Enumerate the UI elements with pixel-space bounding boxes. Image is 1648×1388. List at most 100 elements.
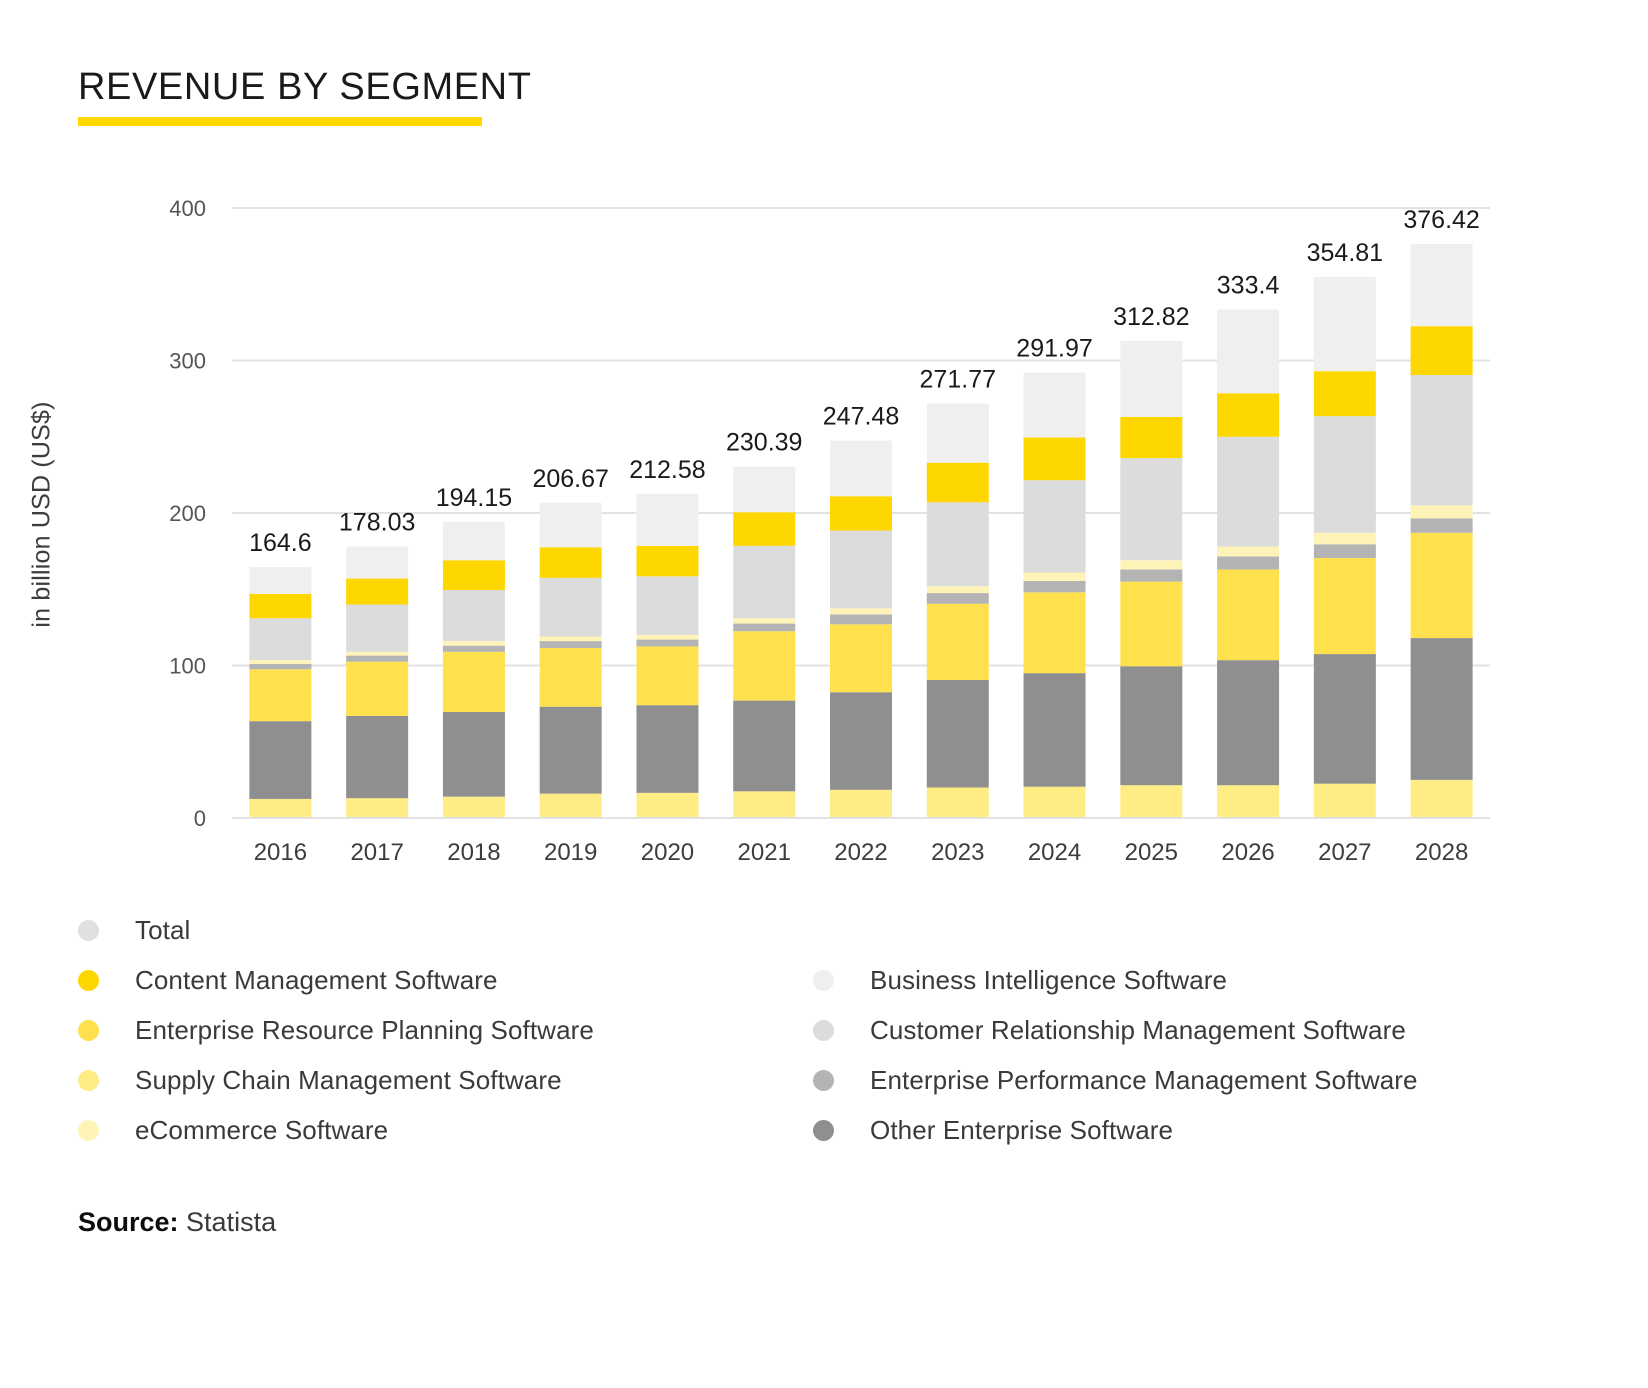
bar-segment[interactable] — [1217, 569, 1280, 661]
bar-segment[interactable] — [1313, 276, 1376, 372]
bar-segment[interactable] — [830, 440, 892, 497]
bar-segment[interactable] — [733, 512, 796, 546]
bar-segment[interactable] — [1023, 437, 1086, 481]
bar-segment[interactable] — [1217, 660, 1280, 786]
bar-segment[interactable] — [830, 608, 892, 615]
bar-segment[interactable] — [1410, 638, 1473, 780]
bar-segment[interactable] — [1023, 572, 1086, 581]
bar-segment[interactable] — [249, 669, 312, 722]
bar-segment[interactable] — [636, 576, 699, 635]
bar-segment[interactable] — [539, 636, 602, 642]
bar-segment[interactable] — [442, 796, 505, 818]
bar-segment[interactable] — [733, 545, 796, 619]
bar-segment[interactable] — [830, 530, 892, 609]
bar-segment[interactable] — [1217, 556, 1280, 570]
bar-segment[interactable] — [636, 545, 699, 577]
bar-segment[interactable] — [249, 663, 312, 670]
bar-segment[interactable] — [346, 715, 409, 799]
bar-segment[interactable] — [1410, 374, 1473, 506]
bar-segment[interactable] — [442, 521, 505, 561]
bar-segment[interactable] — [1120, 581, 1183, 667]
bar-segment[interactable] — [1023, 480, 1086, 573]
bar-segment[interactable] — [636, 635, 699, 640]
bar-segment[interactable] — [249, 660, 312, 664]
bar-segment[interactable] — [830, 624, 892, 693]
bar-segment[interactable] — [1120, 416, 1183, 459]
bar-segment[interactable] — [926, 586, 989, 594]
bar-segment[interactable] — [346, 578, 409, 605]
bar-segment[interactable] — [442, 651, 505, 713]
bar-segment[interactable] — [249, 566, 312, 594]
legend-item[interactable]: Customer Relationship Management Softwar… — [813, 1005, 1418, 1055]
bar-segment[interactable] — [926, 403, 989, 463]
bar-segment[interactable] — [926, 603, 989, 680]
bar-segment[interactable] — [733, 623, 796, 632]
bar-segment[interactable] — [1120, 666, 1183, 786]
bar-segment[interactable] — [830, 496, 892, 531]
legend-item[interactable]: Business Intelligence Software — [813, 955, 1418, 1005]
bar-segment[interactable] — [1120, 785, 1183, 818]
bar-segment[interactable] — [539, 647, 602, 707]
bar-segment[interactable] — [249, 593, 312, 619]
bar-segment[interactable] — [830, 789, 892, 818]
bar-segment[interactable] — [1313, 544, 1376, 558]
bar-segment[interactable] — [442, 645, 505, 652]
bar-segment[interactable] — [1120, 340, 1183, 417]
bar-segment[interactable] — [442, 641, 505, 646]
bar-segment[interactable] — [1217, 785, 1280, 818]
bar-segment[interactable] — [926, 679, 989, 788]
legend-item[interactable]: Content Management Software — [78, 955, 594, 1005]
bar-segment[interactable] — [346, 661, 409, 716]
bar-segment[interactable] — [926, 462, 989, 503]
bar-segment[interactable] — [1313, 557, 1376, 655]
bar-segment[interactable] — [1023, 580, 1086, 593]
bar-segment[interactable] — [733, 791, 796, 818]
bar-segment[interactable] — [442, 712, 505, 797]
bar-segment[interactable] — [733, 631, 796, 701]
bar-segment[interactable] — [926, 787, 989, 819]
bar-segment[interactable] — [346, 798, 409, 818]
bar-segment[interactable] — [1313, 416, 1376, 533]
bar-segment[interactable] — [1313, 371, 1376, 417]
bar-segment[interactable] — [830, 692, 892, 790]
legend-item[interactable]: eCommerce Software — [78, 1105, 594, 1155]
bar-segment[interactable] — [636, 792, 699, 818]
bar-segment[interactable] — [1023, 673, 1086, 787]
bar-segment[interactable] — [1217, 393, 1280, 437]
legend-item[interactable]: Supply Chain Management Software — [78, 1055, 594, 1105]
bar-segment[interactable] — [1217, 309, 1280, 394]
bar-segment[interactable] — [1023, 372, 1086, 438]
bar-segment[interactable] — [926, 593, 989, 604]
bar-segment[interactable] — [1410, 779, 1473, 818]
bar-segment[interactable] — [346, 655, 409, 662]
bar-segment[interactable] — [442, 560, 505, 591]
bar-segment[interactable] — [442, 590, 505, 642]
bar-segment[interactable] — [733, 700, 796, 792]
bar-segment[interactable] — [539, 706, 602, 794]
legend-item[interactable]: Enterprise Resource Planning Software — [78, 1005, 594, 1055]
bar-segment[interactable] — [1410, 326, 1473, 375]
bar-segment[interactable] — [733, 466, 796, 513]
bar-segment[interactable] — [636, 646, 699, 706]
bar-segment[interactable] — [1410, 243, 1473, 327]
bar-segment[interactable] — [636, 639, 699, 647]
bar-segment[interactable] — [346, 546, 409, 579]
bar-segment[interactable] — [249, 721, 312, 799]
bar-segment[interactable] — [1410, 532, 1473, 639]
bar-segment[interactable] — [1410, 518, 1473, 533]
bar-segment[interactable] — [1217, 546, 1280, 557]
bar-segment[interactable] — [539, 641, 602, 648]
bar-segment[interactable] — [1313, 783, 1376, 818]
bar-segment[interactable] — [1217, 436, 1280, 547]
bar-segment[interactable] — [1120, 569, 1183, 582]
bar-segment[interactable] — [1313, 654, 1376, 784]
bar-segment[interactable] — [1120, 458, 1183, 561]
legend-item[interactable]: Total — [78, 905, 594, 955]
bar-segment[interactable] — [830, 614, 892, 625]
legend-item[interactable]: Other Enterprise Software — [813, 1105, 1418, 1155]
bar-segment[interactable] — [1313, 532, 1376, 545]
bar-segment[interactable] — [539, 547, 602, 578]
bar-segment[interactable] — [1120, 560, 1183, 570]
bar-segment[interactable] — [1023, 786, 1086, 818]
bar-segment[interactable] — [926, 502, 989, 587]
